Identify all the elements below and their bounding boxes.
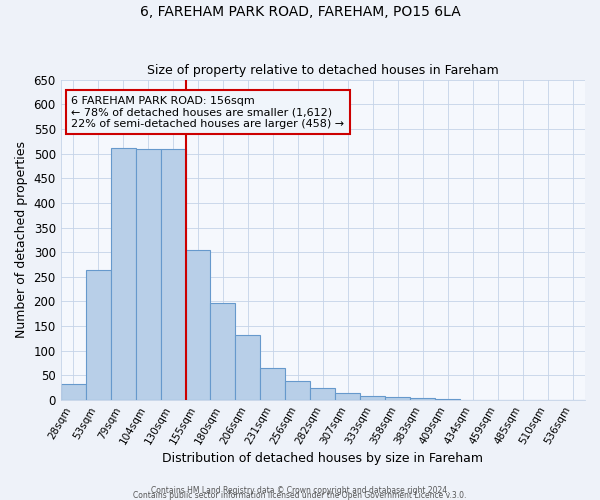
Bar (286, 382, 310, 400)
Text: Contains public sector information licensed under the Open Government Licence v.: Contains public sector information licen… (133, 491, 467, 500)
Bar (385, 397, 410, 400)
Bar (360, 396, 385, 400)
X-axis label: Distribution of detached houses by size in Fareham: Distribution of detached houses by size … (163, 452, 484, 465)
Bar (260, 368, 286, 400)
Bar (61, 384, 86, 400)
Bar (185, 250, 211, 400)
Bar (335, 392, 360, 400)
Bar (435, 398, 460, 400)
Text: 6, FAREHAM PARK ROAD, FAREHAM, PO15 6LA: 6, FAREHAM PARK ROAD, FAREHAM, PO15 6LA (140, 5, 460, 19)
Y-axis label: Number of detached properties: Number of detached properties (15, 142, 28, 338)
Bar (235, 334, 260, 400)
Bar (161, 148, 185, 400)
Text: 6 FAREHAM PARK ROAD: 156sqm
← 78% of detached houses are smaller (1,612)
22% of : 6 FAREHAM PARK ROAD: 156sqm ← 78% of det… (71, 96, 344, 129)
Bar (211, 303, 235, 400)
Bar (86, 270, 110, 400)
Bar (310, 388, 335, 400)
Bar (136, 148, 161, 400)
Title: Size of property relative to detached houses in Fareham: Size of property relative to detached ho… (147, 64, 499, 77)
Bar (410, 398, 435, 400)
Text: Contains HM Land Registry data © Crown copyright and database right 2024.: Contains HM Land Registry data © Crown c… (151, 486, 449, 495)
Bar (110, 148, 136, 400)
